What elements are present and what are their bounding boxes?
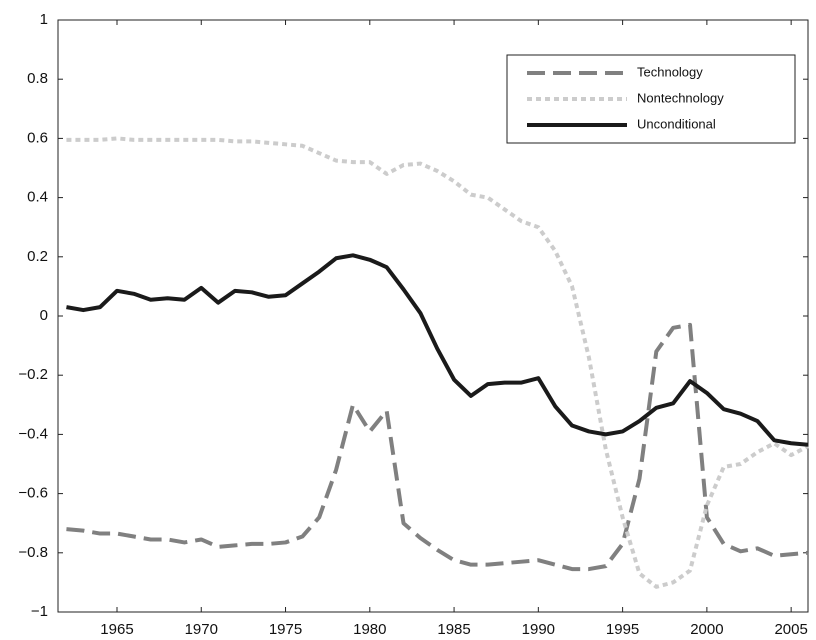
x-tick-label: 1965 (100, 621, 133, 638)
y-tick-label: −0.2 (18, 366, 48, 383)
y-tick-label: −0.8 (18, 544, 48, 561)
series-line (66, 253, 809, 447)
x-tick-label: 2000 (690, 621, 723, 638)
x-tick-label: 1990 (522, 621, 555, 638)
legend-label: Nontechnology (637, 90, 724, 105)
y-tick-label: 0.4 (27, 189, 48, 206)
y-tick-label: −1 (31, 603, 48, 620)
y-tick-label: 0.6 (27, 129, 48, 146)
series-line (66, 322, 809, 572)
series-line (66, 136, 809, 589)
y-tick-label: 1 (40, 11, 48, 28)
x-tick-label: 1985 (437, 621, 470, 638)
x-tick-label: 2005 (774, 621, 807, 638)
y-tick-label: 0.8 (27, 70, 48, 87)
y-tick-label: 0.2 (27, 248, 48, 265)
x-tick-label: 1995 (606, 621, 639, 638)
y-tick-label: −0.4 (18, 425, 48, 442)
y-tick-label: 0 (40, 307, 48, 324)
y-tick-label: −0.6 (18, 485, 48, 502)
x-tick-label: 1970 (185, 621, 218, 638)
x-tick-label: 1980 (353, 621, 386, 638)
x-tick-label: 1975 (269, 621, 302, 638)
legend-label: Unconditional (637, 116, 716, 131)
legend-label: Technology (637, 64, 703, 79)
